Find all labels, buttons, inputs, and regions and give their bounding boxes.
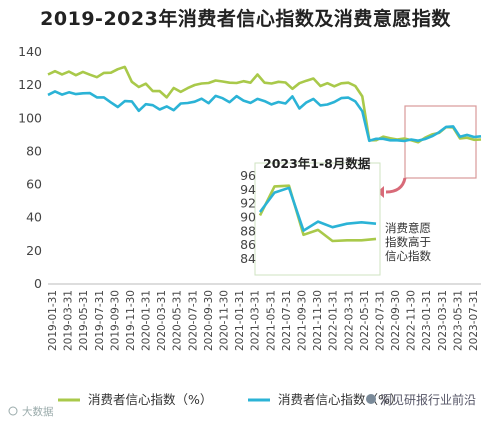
y-tick-label: 60 xyxy=(26,177,42,192)
x-tick-label: 2022-11-30 xyxy=(406,290,418,351)
legend: 消费者信心指数（%） 消费者信心指数（%） xyxy=(58,392,402,407)
x-tick-label: 2019-11-30 xyxy=(125,290,137,351)
inset-title: 2023年1-8月数据 xyxy=(263,156,371,171)
y-tick-label: 80 xyxy=(26,143,42,158)
annotation-line: 消费意愿 xyxy=(385,221,431,235)
y-tick-label: 120 xyxy=(18,77,42,92)
inset-y-tick-label: 84 xyxy=(240,251,256,266)
legend-label: 消费者信心指数（%） xyxy=(88,392,212,407)
inset-y-tick-label: 96 xyxy=(240,168,256,183)
x-tick-label: 2022-09-30 xyxy=(390,290,402,351)
chart-title: 2019-2023年消费者信心指数及消费意愿指数 xyxy=(40,8,451,30)
x-tick-label: 2022-07-31 xyxy=(374,290,386,351)
x-tick-label: 2021-11-30 xyxy=(312,290,324,351)
y-tick-label: 100 xyxy=(18,110,42,125)
callout-arrow xyxy=(385,177,407,194)
x-tick-label: 2019-09-30 xyxy=(109,290,121,351)
highlight-box-group xyxy=(377,105,477,198)
inset-series-line-confidence xyxy=(258,184,377,243)
x-tick-label: 2021-07-31 xyxy=(281,290,293,351)
x-tick-label: 2021-03-31 xyxy=(250,290,262,351)
x-tick-label: 2022-03-31 xyxy=(343,290,355,351)
inset-frame xyxy=(254,162,381,276)
y-tick-label: 140 xyxy=(18,44,42,59)
x-tick-label: 2021-01-31 xyxy=(234,290,246,351)
inset-y-tick-label: 90 xyxy=(240,210,256,225)
x-tick-label: 2021-05-31 xyxy=(265,290,277,351)
x-tick-label: 2020-01-31 xyxy=(141,290,153,351)
x-tick-label: 2020-05-31 xyxy=(172,290,184,351)
x-axis: 2019-01-31 2019-03-31 2019-05-31 2019-07-31… xyxy=(47,283,481,351)
watermarks: 大数据 洞见研报行业前沿 xyxy=(8,392,476,418)
y-tick-label: 40 xyxy=(26,210,42,225)
x-tick-label: 2019-05-31 xyxy=(78,290,90,351)
watermark-right-logo xyxy=(366,394,376,404)
y-tick-label: 0 xyxy=(34,276,42,291)
watermark-right: 洞见研报行业前沿 xyxy=(380,392,476,407)
series-group xyxy=(47,65,482,144)
annotation-line: 指数高于 xyxy=(385,235,431,249)
x-tick-label: 2020-07-31 xyxy=(187,290,199,351)
x-tick-label: 2019-03-31 xyxy=(63,290,75,351)
x-tick-label: 2023-03-31 xyxy=(437,290,449,351)
x-tick-label: 2023-07-31 xyxy=(468,290,480,351)
inset-y-tick-label: 86 xyxy=(240,237,256,252)
x-tick-label: 2020-09-30 xyxy=(203,290,215,351)
x-tick-label: 2019-01-31 xyxy=(47,290,59,351)
y-axis: 0 20 40 60 80 100 120 140 xyxy=(18,44,42,291)
x-tick-label: 2023-01-31 xyxy=(421,290,433,351)
x-tick-label: 2022-05-31 xyxy=(359,290,371,351)
x-tick-label: 2019-07-31 xyxy=(94,290,106,351)
inset-y-tick-label: 94 xyxy=(240,182,256,197)
inset-series-line-willingness xyxy=(258,186,377,232)
y-tick-label: 20 xyxy=(26,243,42,258)
series-line-willingness xyxy=(47,90,482,143)
x-tick-label: 2021-09-30 xyxy=(296,290,308,351)
watermark-logo xyxy=(8,406,18,416)
x-tick-label: 2020-11-30 xyxy=(219,290,231,351)
annotation-line: 信心指数 xyxy=(385,249,431,263)
inset-y-tick-label: 92 xyxy=(240,196,256,211)
watermark-left: 大数据 xyxy=(22,405,54,418)
x-tick-label: 2023-05-31 xyxy=(452,290,464,351)
x-tick-label: 2022-01-31 xyxy=(328,290,340,351)
x-tick-label: 2020-03-31 xyxy=(156,290,168,351)
inset-y-tick-label: 88 xyxy=(240,223,256,238)
